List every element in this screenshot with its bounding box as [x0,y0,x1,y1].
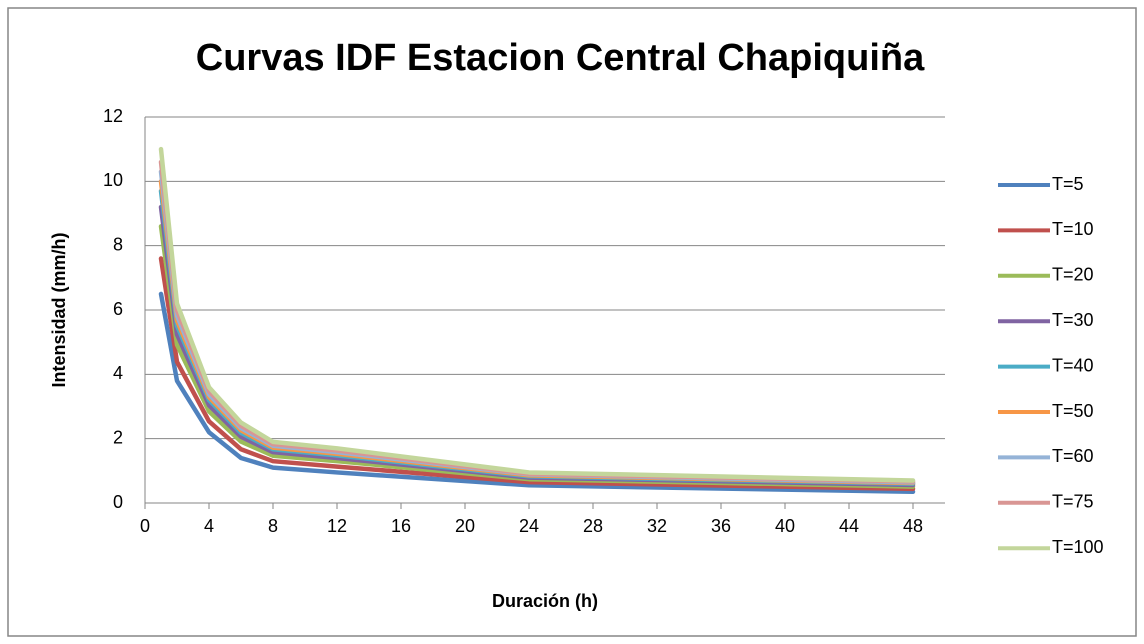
x-tick-label: 48 [903,516,923,536]
x-tick-label: 32 [647,516,667,536]
x-tick-label: 36 [711,516,731,536]
legend-label: T=40 [1052,355,1094,375]
y-tick-label: 12 [103,106,123,126]
x-tick-label: 16 [391,516,411,536]
y-axis-label: Intensidad (mm/h) [49,232,69,387]
legend-label: T=50 [1052,401,1094,421]
y-tick-label: 0 [113,492,123,512]
y-tick-label: 8 [113,234,123,254]
chart-frame [7,7,1137,637]
x-axis-label: Duración (h) [492,591,598,611]
legend-label: T=10 [1052,219,1094,239]
y-tick-label: 2 [113,427,123,447]
legend-label: T=30 [1052,310,1094,330]
x-tick-label: 44 [839,516,859,536]
x-tick-label: 12 [327,516,347,536]
series-line [158,256,916,492]
y-tick-label: 6 [113,299,123,319]
y-tick-label: 4 [113,363,123,383]
legend-label: T=60 [1052,446,1094,466]
x-tick-label: 0 [140,516,150,536]
legend-label: T=75 [1052,492,1094,512]
series-line [158,291,916,494]
x-tick-label: 40 [775,516,795,536]
legend-label: T=100 [1052,537,1104,557]
x-tick-label: 24 [519,516,539,536]
chart-title: Curvas IDF Estacion Central Chapiquiña [196,37,925,79]
series-line [158,146,916,483]
x-tick-label: 8 [268,516,278,536]
x-tick-label: 20 [455,516,475,536]
legend-label: T=20 [1052,265,1094,285]
legend-label: T=5 [1052,174,1084,194]
y-tick-label: 10 [103,170,123,190]
x-tick-label: 28 [583,516,603,536]
x-tick-label: 4 [204,516,214,536]
